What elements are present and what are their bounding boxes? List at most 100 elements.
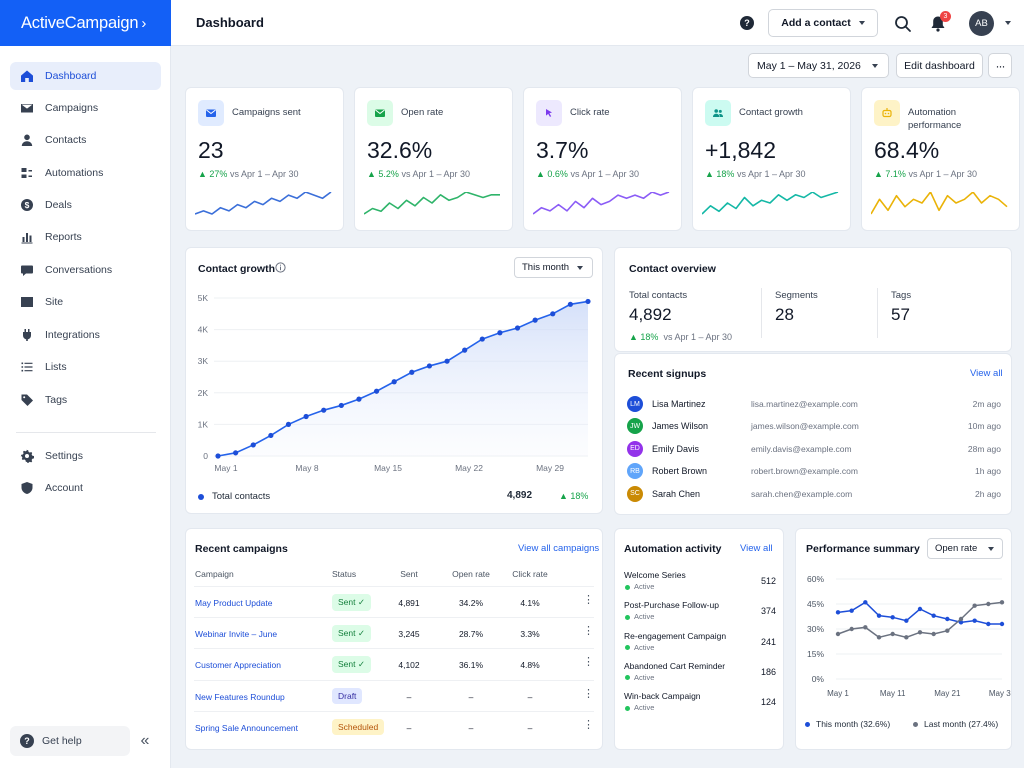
view-all-automations-link[interactable]: View all [740,543,773,554]
data-point[interactable] [497,330,503,336]
sidebar-item-account[interactable]: Account [10,474,161,502]
data-point[interactable] [986,601,991,607]
sidebar-item-settings[interactable]: Settings [10,442,161,470]
automation-row[interactable]: Re-engagement Campaign Active 241 [624,631,776,659]
data-point[interactable] [532,317,538,323]
row-menu-icon[interactable]: ⋮ [583,687,594,700]
help-icon[interactable]: ? [740,16,754,30]
data-point[interactable] [945,616,950,622]
table-row[interactable]: Customer Appreciation Sent ✓ 4,102 36.1% 4.8… [194,648,594,679]
data-point[interactable] [999,621,1005,627]
view-all-campaigns-link[interactable]: View all campaigns [518,543,600,554]
row-menu-icon[interactable]: ⋮ [583,594,594,606]
data-point[interactable] [303,413,309,420]
sidebar-item-integrations[interactable]: Integrations [10,321,161,349]
data-point[interactable] [904,618,909,623]
account-menu-chevron-icon[interactable] [1005,21,1011,25]
data-point[interactable] [890,615,895,620]
campaign-name-link[interactable]: Customer Appreciation [195,660,281,671]
data-point[interactable] [972,603,977,608]
data-point[interactable] [444,358,450,364]
campaign-name-link[interactable]: Webinar Invite – June [195,629,278,640]
sidebar-item-campaigns[interactable]: Campaigns [10,94,161,122]
campaign-name-link[interactable]: Spring Sale Announcement [195,722,299,733]
sidebar-item-deals[interactable]: $ Deals [10,191,161,219]
data-point[interactable] [876,613,882,618]
kpi-card-contact-growth[interactable]: Contact growth +1,842 ▲ 18% vs Apr 1 – Apr… [692,87,851,231]
data-point[interactable] [550,311,556,317]
data-point[interactable] [890,631,895,637]
data-point[interactable] [917,606,923,612]
data-point[interactable] [268,432,274,439]
sidebar-item-conversations[interactable]: Conversations [10,256,161,284]
data-point[interactable] [835,610,841,615]
sidebar-item-reports[interactable]: Reports [10,223,161,251]
sidebar-item-lists[interactable]: Lists [10,353,161,381]
automation-row[interactable]: Abandoned Cart Reminder Active 186 [624,661,776,689]
add-contact-button[interactable]: Add a contact [768,9,878,37]
collapse-sidebar-button[interactable]: « [140,732,150,749]
sidebar-item-tags[interactable]: Tags [10,386,161,414]
kpi-card-automation-performance[interactable]: Automation performance 68.4% ▲ 7.1% vs Apr… [861,87,1020,231]
sidebar-item-site[interactable]: Site [10,288,161,316]
data-point[interactable] [479,336,485,342]
data-point[interactable] [321,407,327,413]
data-point[interactable] [999,600,1005,605]
table-row[interactable]: Webinar Invite – June Sent ✓ 3,245 28.7% 3.3… [194,617,594,648]
search-icon[interactable] [894,15,912,33]
contact-growth-range-select[interactable]: This month [514,257,593,278]
row-menu-icon[interactable]: ⋮ [583,625,594,638]
data-point[interactable] [462,347,468,353]
avatar[interactable]: AB [969,11,994,36]
more-options-button[interactable]: ··· [988,53,1012,78]
data-point[interactable] [285,421,292,427]
data-point[interactable] [931,613,936,618]
sidebar-item-dashboard[interactable]: Dashboard [10,62,161,90]
data-point[interactable] [338,402,344,409]
kpi-card-open-rate[interactable]: Open rate 32.6% ▲ 5.2% vs Apr 1 – Apr 30 [354,87,513,231]
campaign-name-link[interactable]: New Features Roundup [195,691,285,702]
kpi-card-click-rate[interactable]: Click rate 3.7% ▲ 0.6% vs Apr 1 – Apr 30 [523,87,682,231]
data-point[interactable] [863,625,868,630]
data-point[interactable] [931,631,936,637]
view-all-signups-link[interactable]: View all [970,368,1003,379]
app-logo[interactable]: ActiveCampaign › [0,0,171,46]
sidebar-item-contacts[interactable]: Contacts [10,126,161,154]
data-point[interactable] [972,618,977,623]
table-row[interactable]: May Product Update Sent ✓ 4,891 34.2% 4.1% ⋮ [194,586,594,617]
automation-row[interactable]: Welcome Series Active 512 [624,570,776,598]
get-help-button[interactable]: ? Get help [10,726,130,756]
row-menu-icon[interactable]: ⋮ [583,718,594,731]
data-point[interactable] [958,616,964,622]
data-point[interactable] [863,600,868,605]
data-point[interactable] [876,635,882,640]
table-row[interactable]: New Features Roundup Draft – – – ⋮ [194,679,594,711]
info-icon[interactable] [275,262,286,273]
data-point[interactable] [373,388,380,394]
data-point[interactable] [835,631,841,637]
data-point[interactable] [356,396,362,402]
data-point[interactable] [250,442,256,448]
data-point[interactable] [904,635,909,640]
signup-row[interactable]: JW James Wilson james.wilson@example.com 10… [627,416,1003,436]
sidebar-item-automations[interactable]: Automations [10,159,161,187]
data-point[interactable] [945,628,950,633]
data-point[interactable] [391,379,397,385]
data-point[interactable] [409,369,415,375]
signup-row[interactable]: SC Sarah Chen sarah.chen@example.com 2h ago [627,484,1003,504]
data-point[interactable] [986,621,991,627]
signup-row[interactable]: ED Emily Davis emily.davis@example.com 28m … [627,439,1003,459]
data-point[interactable] [233,450,239,456]
date-range-select[interactable]: May 1 – May 31, 2026 [748,53,889,78]
data-point[interactable] [849,608,854,613]
table-row[interactable]: Spring Sale Announcement Scheduled – – – ⋮ [194,710,594,742]
row-menu-icon[interactable]: ⋮ [583,656,594,669]
edit-dashboard-button[interactable]: Edit dashboard [896,53,983,78]
signup-row[interactable]: LM Lisa Martinez lisa.martinez@example.com… [627,394,1003,414]
data-point[interactable] [849,626,854,632]
kpi-card-campaigns-sent[interactable]: Campaigns sent 23 ▲ 27% vs Apr 1 – Apr 30 [185,87,344,231]
signup-row[interactable]: RB Robert Brown robert.brown@example.com 1h… [627,461,1003,481]
data-point[interactable] [426,363,433,369]
campaign-name-link[interactable]: May Product Update [195,598,273,608]
data-point[interactable] [917,630,923,635]
